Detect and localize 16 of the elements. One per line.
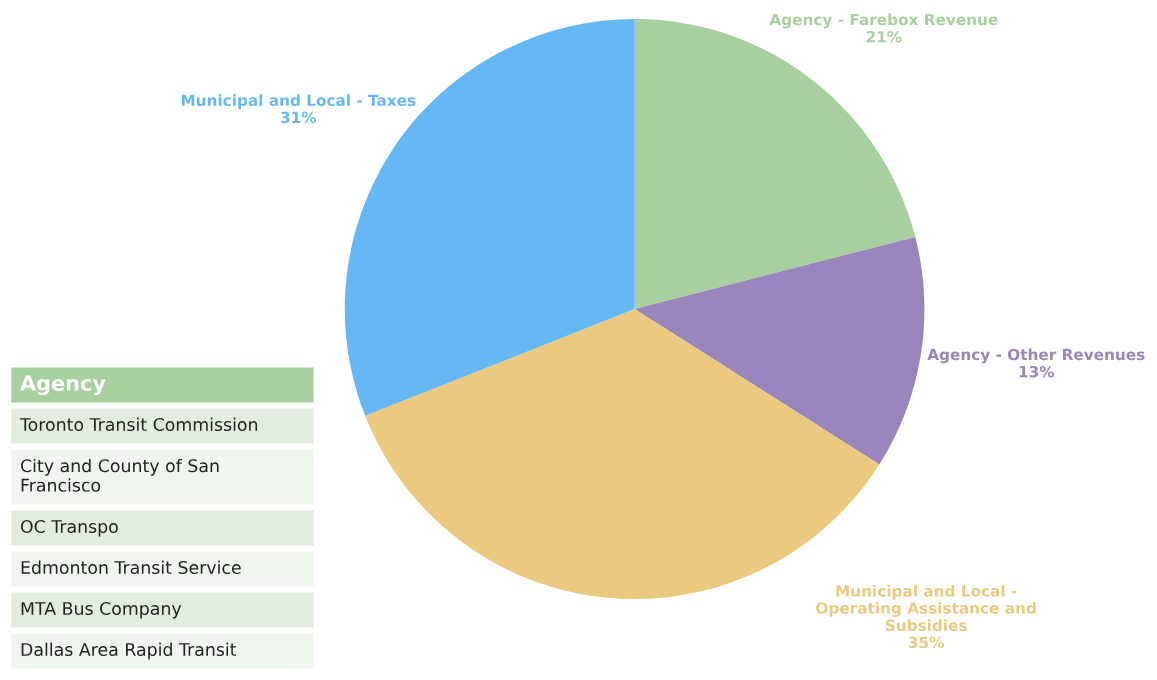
slice-label: Municipal and Local - Operating Assistance and Subsidies	[816, 584, 1036, 632]
data-label: 13%	[1019, 365, 1055, 378]
data-label: 31%	[281, 111, 317, 124]
text: Toronto Transit Commission	[19, 417, 258, 432]
slice-label: Agency - Other Revenues	[927, 348, 1145, 364]
text: City and County of San Francisco	[20, 458, 219, 492]
text: Dallas Area Rapid Transit	[21, 642, 237, 660]
text: Agency	[20, 375, 106, 396]
text: OC Transpo	[20, 519, 118, 537]
slice-label: Agency - Farebox Revenue	[769, 13, 998, 29]
data-label: 35%	[908, 636, 944, 649]
slice-label: Municipal and Local - Taxes	[181, 94, 416, 110]
pie-slice	[634, 236, 925, 465]
text: MTA Bus Company	[21, 601, 182, 619]
text: Edmonton Transit Service	[21, 560, 241, 575]
data-label: 21%	[866, 30, 902, 43]
